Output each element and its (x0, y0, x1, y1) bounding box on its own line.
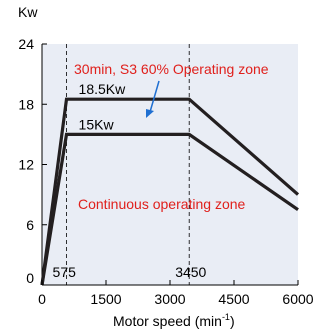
series-line-0 (40, 97, 300, 286)
y-axis-unit-label: Kw (18, 4, 38, 20)
annotation-arrow (146, 80, 160, 118)
series-labels: 18.5Kw 15Kw 575 3450 (53, 81, 207, 280)
x-tick-label-2: 3000 (154, 291, 185, 307)
series-lines (40, 97, 300, 286)
y-tick-label-2: 12 (18, 157, 34, 173)
x-tick-label-0: 0 (38, 291, 46, 307)
x-tick-label-1: 1500 (90, 291, 121, 307)
lower-zone-annotation: Continuous operating zone (78, 196, 246, 212)
plot-area (42, 44, 298, 285)
y-tick-label-0: 0 (26, 270, 34, 286)
x-tick-label-3: 4500 (218, 291, 249, 307)
grid-lines (66, 44, 190, 285)
y-tick-label-3: 18 (18, 96, 34, 112)
series-label-1: 15Kw (79, 116, 115, 132)
x-axis-label: Motor speed (min-1) (113, 312, 235, 329)
series-label-0: 18.5Kw (79, 81, 127, 97)
y-tick-label-1: 6 (26, 217, 34, 233)
series-line-1 (40, 132, 299, 286)
upper-zone-annotation: 30min, S3 60% Operating zone (74, 61, 269, 77)
y-tick-label-4: 24 (18, 36, 34, 52)
tick-labels: 0 6 12 18 24 0 1500 3000 4500 6000 (18, 36, 313, 307)
marker-label-0: 575 (53, 264, 77, 280)
marker-label-1: 3450 (175, 264, 206, 280)
x-tick-label-4: 6000 (282, 291, 313, 307)
